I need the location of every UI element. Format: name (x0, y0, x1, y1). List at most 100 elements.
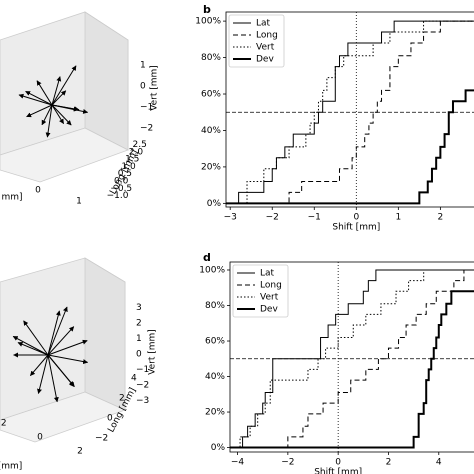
vert-tick-label: 2 (136, 319, 142, 329)
vert-tick-label: 0 (136, 350, 142, 360)
x-tick-label: 4 (436, 458, 442, 468)
long-tick-label: 0 (107, 414, 113, 424)
y-tick-label: 100% (195, 17, 221, 27)
plot-frame (225, 11, 474, 208)
long-tick-label: 2 (119, 394, 125, 404)
long-tick-label: −0.5 (110, 184, 132, 194)
lat-axis-label: [mm] (0, 462, 22, 472)
y-tick-label: 0% (211, 443, 226, 453)
vert-tick-label: −1 (140, 103, 153, 113)
vert-tick-label: −1 (136, 365, 149, 375)
y-tick-label: 80% (201, 53, 221, 63)
ecdf-line (226, 20, 474, 204)
vector-arrow (30, 354, 49, 376)
y-tick-label: 80% (205, 301, 225, 311)
lat-axis-label: mm] (1, 193, 22, 203)
legend-label: Long (256, 31, 278, 41)
x-tick-label: −3 (224, 213, 237, 223)
vector-arrow (47, 354, 59, 403)
vector-arrow (18, 93, 53, 106)
x-tick-label: −2 (281, 458, 294, 468)
ecdf-line (230, 269, 474, 449)
x-tick-label: −2 (266, 213, 279, 223)
vector-arrow (41, 104, 53, 126)
vector-arrow (51, 104, 72, 126)
ecdf-line (226, 20, 474, 204)
y-tick-label: 20% (205, 408, 225, 418)
panel-label: d (203, 251, 211, 264)
x-tick-label: 1 (395, 213, 401, 223)
legend-box (232, 264, 289, 318)
long-tick-label: 2.5 (133, 140, 147, 150)
x-tick-label: 2 (438, 213, 444, 223)
vector-arrow (25, 90, 53, 106)
vert-tick-label: −3 (136, 396, 149, 406)
vector-arrow (47, 326, 75, 356)
y-tick-label: 40% (205, 372, 225, 382)
vert-axis-label: Vert [mm] (150, 65, 160, 111)
lat-tick-label: 2 (77, 447, 83, 457)
legend-label: Lat (260, 269, 275, 279)
y-tick-label: 100% (199, 265, 225, 275)
vector-arrow (45, 104, 53, 138)
vector-arrow (51, 65, 77, 106)
vector-arrow (12, 335, 49, 356)
x-tick-label: 2 (386, 458, 392, 468)
vert-tick-label: 0 (140, 82, 146, 92)
panel-label: b (203, 3, 211, 16)
long-tick-label: 0.0 (114, 177, 129, 187)
ecdf-line (226, 89, 474, 205)
lat-tick-label: 0 (37, 433, 43, 443)
vert-axis-label: Vert [mm] (148, 329, 158, 375)
legend-label: Dev (256, 55, 274, 65)
lat-tick-label: 1 (76, 197, 82, 207)
lat-tick-label: −2 (0, 419, 7, 429)
y-tick-label: 60% (201, 90, 221, 100)
vector-arrow (17, 342, 49, 356)
plot-area (226, 12, 474, 207)
plot-area (230, 262, 474, 452)
vector-arrow (47, 310, 61, 356)
ecdf-line (226, 20, 474, 204)
legend-label: Long (260, 281, 282, 291)
vector-arrow (51, 104, 65, 125)
vector-arrow (47, 306, 68, 356)
ecdf-line (230, 269, 474, 449)
long-tick-label: 1.0 (121, 162, 136, 172)
long-tick-label: −2 (95, 434, 108, 444)
long-tick-label: −1.0 (107, 191, 129, 201)
vector-arrow (23, 320, 49, 356)
x-axis-label: Shift [mm] (332, 223, 380, 233)
long-tick-label: 2.0 (129, 147, 144, 157)
legend-label: Dev (260, 305, 278, 315)
long-tick-label: 1.5 (125, 155, 139, 165)
y-tick-label: 0% (207, 199, 222, 209)
legend-box (228, 14, 285, 68)
long-tick-label: 4 (131, 374, 137, 384)
legend-label: Vert (256, 43, 275, 53)
vector-arrow (51, 90, 67, 106)
vert-tick-label: 1 (136, 334, 142, 344)
vector-arrow (47, 339, 88, 356)
vert-tick-label: −2 (140, 124, 153, 134)
long-tick-label: 0.5 (118, 169, 132, 179)
pane-top (0, 11, 129, 183)
plot-frame (229, 261, 474, 453)
y-tick-label: 40% (201, 126, 221, 136)
y-tick-label: 20% (201, 162, 221, 172)
vector-arrow (37, 354, 49, 394)
lat-tick-label: 0 (35, 186, 41, 196)
legend-label: Lat (256, 19, 271, 29)
vector-arrow (26, 104, 53, 118)
legend-label: Vert (260, 293, 279, 303)
vector-arrow (51, 104, 89, 114)
vert-tick-label: −2 (136, 381, 149, 391)
vert-tick-label: 1 (140, 61, 146, 71)
vector-arrow (51, 76, 62, 106)
ecdf-line (230, 290, 474, 449)
x-axis-label: Shift [mm] (314, 468, 362, 474)
x-tick-label: −4 (231, 458, 245, 468)
x-tick-label: 0 (353, 213, 359, 223)
vector-arrow (47, 354, 89, 365)
